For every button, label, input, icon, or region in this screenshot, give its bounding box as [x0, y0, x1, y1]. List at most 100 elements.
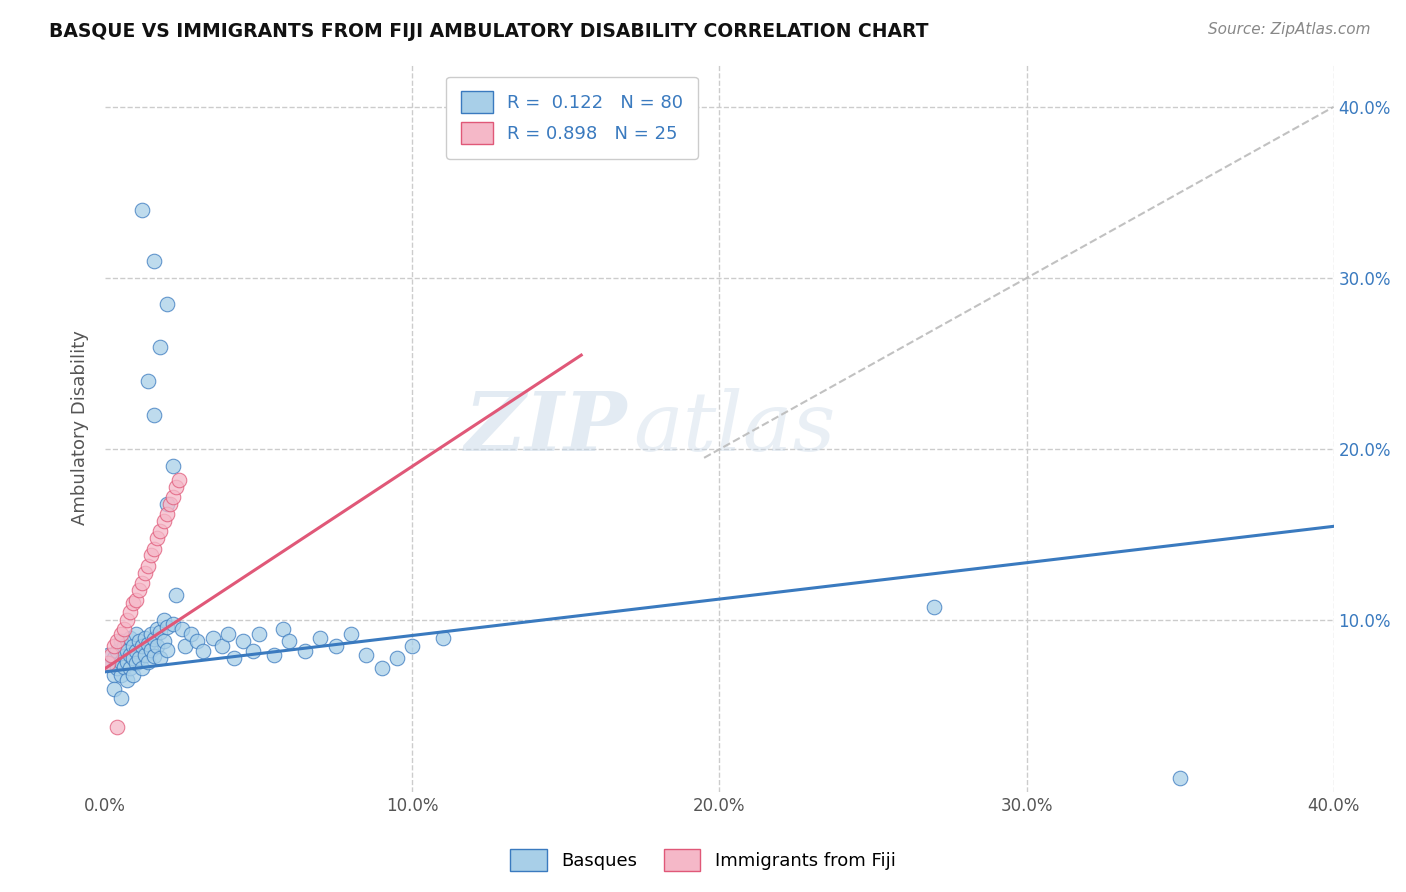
- Point: [141, 549, 163, 563]
- Point: [162, 459, 184, 474]
- Point: [401, 639, 423, 653]
- Point: [112, 649, 135, 664]
- Point: [146, 622, 169, 636]
- Point: [165, 588, 187, 602]
- Point: [186, 634, 208, 648]
- Point: [118, 605, 141, 619]
- Point: [131, 202, 153, 217]
- Point: [143, 408, 166, 422]
- Point: [103, 651, 125, 665]
- Text: atlas: atlas: [634, 388, 835, 468]
- Point: [110, 634, 132, 648]
- Point: [112, 659, 135, 673]
- Point: [152, 614, 174, 628]
- Point: [118, 648, 141, 662]
- Point: [134, 566, 156, 580]
- Point: [125, 593, 148, 607]
- Point: [103, 681, 125, 696]
- Point: [103, 639, 125, 653]
- Point: [325, 639, 347, 653]
- Point: [165, 480, 187, 494]
- Point: [128, 634, 150, 648]
- Point: [131, 639, 153, 653]
- Point: [278, 634, 301, 648]
- Point: [152, 514, 174, 528]
- Text: BASQUE VS IMMIGRANTS FROM FIJI AMBULATORY DISABILITY CORRELATION CHART: BASQUE VS IMMIGRANTS FROM FIJI AMBULATOR…: [49, 22, 929, 41]
- Point: [121, 668, 143, 682]
- Point: [115, 673, 138, 688]
- Point: [263, 648, 285, 662]
- Point: [149, 625, 172, 640]
- Point: [125, 627, 148, 641]
- Point: [136, 374, 159, 388]
- Point: [193, 644, 215, 658]
- Point: [156, 642, 179, 657]
- Point: [354, 648, 377, 662]
- Point: [162, 616, 184, 631]
- Point: [211, 639, 233, 653]
- Point: [141, 642, 163, 657]
- Point: [134, 648, 156, 662]
- Legend: Basques, Immigrants from Fiji: Basques, Immigrants from Fiji: [503, 842, 903, 879]
- Point: [125, 644, 148, 658]
- Point: [170, 622, 193, 636]
- Y-axis label: Ambulatory Disability: Ambulatory Disability: [72, 330, 89, 525]
- Point: [115, 614, 138, 628]
- Point: [107, 661, 129, 675]
- Point: [146, 639, 169, 653]
- Point: [110, 668, 132, 682]
- Point: [309, 631, 332, 645]
- Point: [159, 497, 181, 511]
- Point: [149, 340, 172, 354]
- Point: [340, 627, 363, 641]
- Point: [924, 599, 946, 614]
- Point: [247, 627, 270, 641]
- Point: [370, 661, 392, 675]
- Point: [273, 622, 295, 636]
- Point: [149, 524, 172, 539]
- Point: [110, 690, 132, 705]
- Point: [100, 648, 122, 662]
- Point: [143, 254, 166, 268]
- Point: [143, 541, 166, 556]
- Point: [174, 639, 197, 653]
- Point: [432, 631, 454, 645]
- Point: [118, 661, 141, 675]
- Point: [201, 631, 224, 645]
- Point: [156, 497, 179, 511]
- Point: [128, 651, 150, 665]
- Point: [136, 655, 159, 669]
- Point: [242, 644, 264, 658]
- Point: [121, 651, 143, 665]
- Point: [180, 627, 202, 641]
- Point: [156, 297, 179, 311]
- Point: [121, 639, 143, 653]
- Point: [107, 644, 129, 658]
- Legend: R =  0.122   N = 80, R = 0.898   N = 25: R = 0.122 N = 80, R = 0.898 N = 25: [446, 77, 697, 159]
- Point: [143, 632, 166, 647]
- Point: [294, 644, 316, 658]
- Point: [167, 473, 190, 487]
- Point: [121, 596, 143, 610]
- Point: [149, 651, 172, 665]
- Text: ZIP: ZIP: [464, 388, 627, 468]
- Point: [100, 657, 122, 671]
- Point: [107, 634, 129, 648]
- Point: [125, 657, 148, 671]
- Point: [134, 631, 156, 645]
- Point: [107, 720, 129, 734]
- Point: [156, 508, 179, 522]
- Point: [118, 631, 141, 645]
- Point: [232, 634, 254, 648]
- Point: [152, 634, 174, 648]
- Point: [136, 558, 159, 573]
- Text: Source: ZipAtlas.com: Source: ZipAtlas.com: [1208, 22, 1371, 37]
- Point: [110, 627, 132, 641]
- Point: [128, 582, 150, 597]
- Point: [103, 668, 125, 682]
- Point: [217, 627, 239, 641]
- Point: [385, 651, 408, 665]
- Point: [136, 637, 159, 651]
- Point: [146, 531, 169, 545]
- Point: [97, 648, 120, 662]
